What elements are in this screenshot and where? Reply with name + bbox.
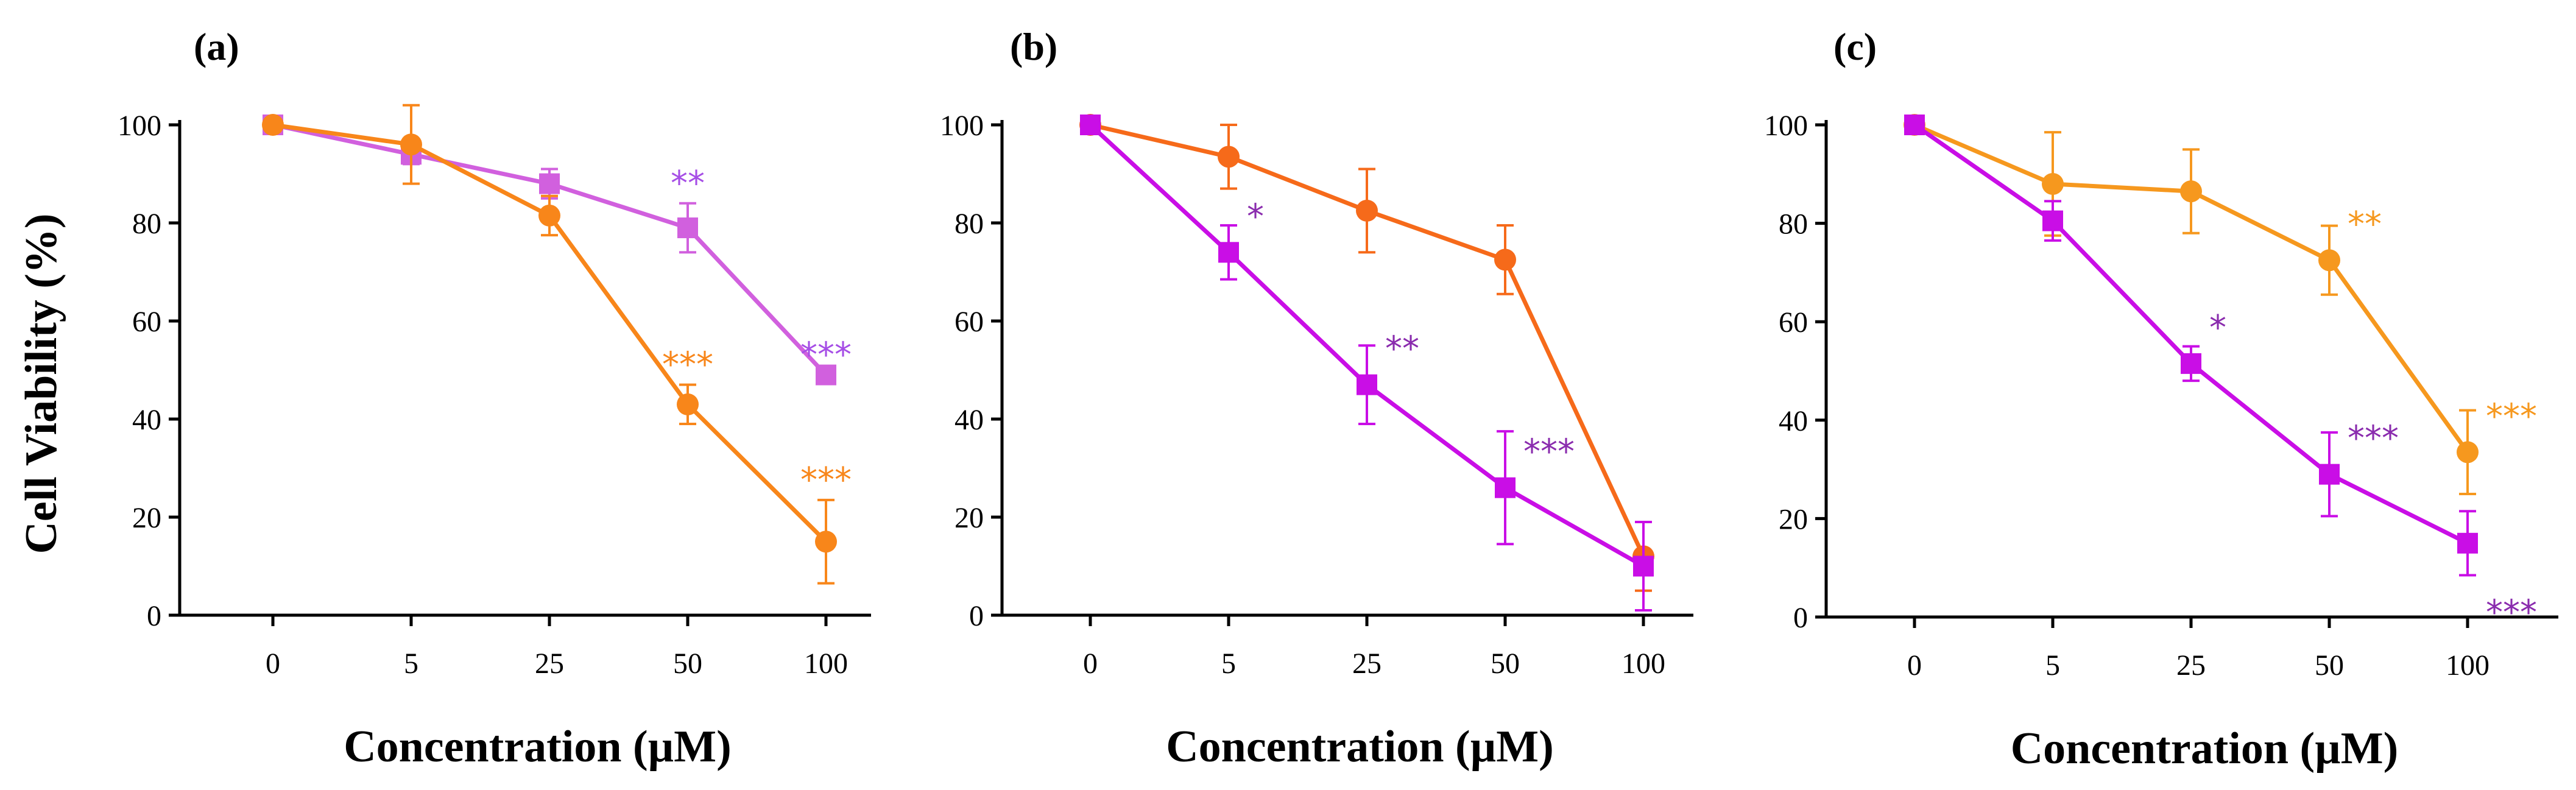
x-axis-title: Concentration (µM) [344, 722, 732, 772]
panel-2: (c) 0 20 40 60 80 100 0 5 25 50 100 Concentration (µ… [1764, 25, 2558, 774]
data-point-square [1904, 115, 1925, 135]
y-tick-label: 80 [132, 208, 161, 240]
significance-marker: *** [1523, 432, 1575, 472]
y-tick-label: 40 [1779, 405, 1808, 437]
y-tick-label: 0 [969, 600, 984, 632]
y-tick-label: 80 [955, 208, 984, 240]
data-point-square [1218, 242, 1239, 263]
x-tick-label: 50 [2315, 649, 2344, 682]
significance-marker: ** [1385, 330, 1419, 369]
data-point-circle [1356, 199, 1378, 222]
x-tick-label: 100 [804, 647, 848, 680]
y-tick-label: 0 [1793, 602, 1808, 634]
y-tick-label: 60 [955, 306, 984, 338]
significance-marker: ** [2348, 205, 2382, 244]
y-tick-label: 20 [132, 502, 161, 534]
y-tick-label: 60 [1779, 306, 1808, 339]
data-point-circle [2457, 441, 2479, 464]
panel-label: (b) [1010, 25, 1057, 68]
x-tick-label: 0 [1083, 647, 1098, 680]
x-tick-label: 5 [1221, 647, 1236, 680]
data-point-circle [2042, 172, 2064, 195]
y-tick-label: 60 [132, 306, 161, 338]
y-tick-label: 100 [940, 110, 984, 142]
y-tick-label: 20 [1779, 503, 1808, 535]
x-tick-label: 25 [1352, 647, 1382, 680]
y-tick-label: 40 [955, 404, 984, 436]
data-point-square [1633, 555, 1654, 577]
series-line [272, 122, 828, 376]
y-tick-label: 40 [132, 404, 161, 436]
y-tick-label: 20 [955, 502, 984, 534]
y-tick-label: 100 [1764, 110, 1808, 142]
significance-marker: *** [662, 345, 713, 385]
data-point-circle [262, 114, 284, 136]
data-point-square [1080, 115, 1101, 135]
y-tick-label: 0 [147, 600, 161, 632]
significance-marker: * [1247, 197, 1264, 236]
data-point-circle [538, 204, 560, 227]
data-point-circle [2180, 180, 2202, 203]
data-point-circle [815, 531, 837, 553]
series-magenta-square: ****** [1080, 115, 1654, 612]
data-point-circle [2318, 249, 2340, 272]
significance-marker: * [2209, 308, 2226, 348]
x-tick-label: 50 [673, 647, 702, 680]
data-point-circle [1218, 146, 1240, 168]
x-tick-label: 0 [1907, 649, 1922, 682]
y-axis-title: Cell Viability (%) [16, 213, 66, 554]
x-tick-label: 25 [535, 647, 564, 680]
data-point-circle [400, 133, 422, 156]
data-point-circle [1494, 249, 1516, 271]
data-point-square [677, 217, 698, 239]
significance-marker: ** [671, 164, 705, 203]
x-tick-label: 5 [404, 647, 418, 680]
significance-marker: *** [2486, 397, 2537, 436]
significance-marker: *** [2486, 593, 2537, 632]
data-point-square [1495, 477, 1516, 498]
data-point-square [539, 173, 560, 194]
panel-0: (a) 0 20 40 60 80 100 0 5 25 50 100 Concentration (µ… [118, 25, 871, 772]
x-axis-title: Concentration (µM) [1166, 722, 1554, 772]
data-point-square [2181, 353, 2201, 374]
x-tick-label: 5 [2045, 649, 2060, 682]
y-tick-label: 100 [118, 110, 161, 142]
series-magenta-square: ******* [1904, 115, 2537, 632]
panel-label: (a) [194, 25, 239, 68]
panel-label: (c) [1833, 25, 1877, 68]
x-axis-title: Concentration (µM) [2011, 724, 2399, 774]
series-orange-circle: ***** [1904, 114, 2537, 495]
data-point-circle [677, 393, 699, 415]
significance-marker: *** [800, 336, 852, 375]
x-tick-label: 50 [1491, 647, 1520, 680]
panel-1: (b) 0 20 40 60 80 100 0 5 25 50 100 Concentration (µ… [940, 25, 1693, 772]
data-point-square [1357, 374, 1377, 395]
significance-marker: *** [2348, 419, 2399, 459]
x-tick-label: 0 [266, 647, 280, 680]
data-point-square [2042, 210, 2063, 231]
x-tick-label: 25 [2176, 649, 2206, 682]
data-point-square [2457, 532, 2478, 554]
data-point-square [2319, 464, 2340, 485]
y-axis-title-group: Cell Viability (%) [16, 213, 66, 554]
data-point-square [816, 364, 836, 386]
significance-marker: *** [800, 460, 852, 500]
series-orange-circle: *** *** [262, 104, 852, 585]
series-magenta-square: ***** [263, 115, 852, 386]
x-tick-label: 100 [2446, 649, 2490, 682]
y-tick-label: 80 [1779, 208, 1808, 241]
x-tick-label: 100 [1621, 647, 1665, 680]
